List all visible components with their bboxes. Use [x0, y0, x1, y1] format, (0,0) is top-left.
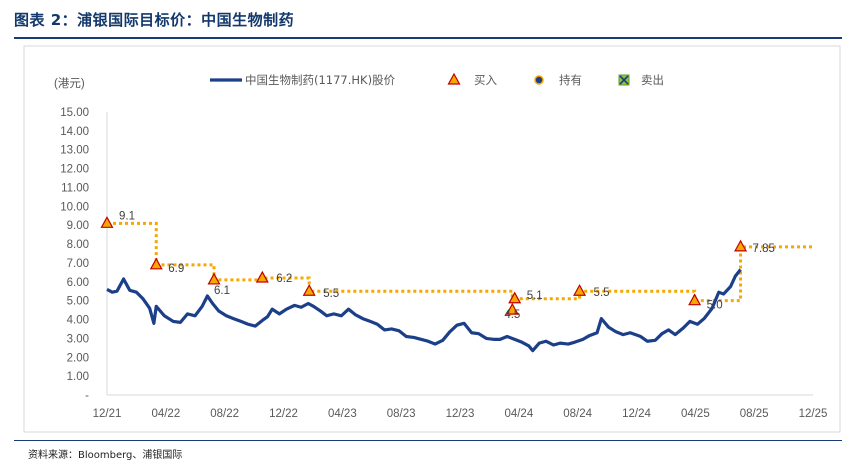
legend-buy-swatch [447, 72, 461, 85]
target-price-label: 6.1 [214, 285, 230, 297]
target-price-label: 7.85 [753, 243, 775, 255]
legend-hold-swatch [534, 75, 544, 85]
buy-marker [734, 239, 748, 252]
y-tick-label: 2.00 [67, 352, 89, 364]
price-line [106, 268, 742, 353]
x-tick-label: 08/23 [387, 408, 416, 420]
y-axis-unit: (港元) [54, 77, 85, 90]
y-tick-label: 5.00 [67, 296, 89, 308]
legend-buy-label: 买入 [474, 73, 497, 87]
source-divider [14, 440, 842, 441]
target-price-label: 9.1 [119, 210, 135, 222]
target-price-label: 5.5 [323, 288, 339, 300]
y-tick-label: 13.00 [60, 145, 89, 157]
price-target-chart: (港元) 中国生物制药(1177.HK)股价 买入 持有 卖出 - 1.00 2.00 3.… [23, 45, 841, 433]
buy-marker [688, 293, 702, 306]
x-tick-label: 12/21 [93, 408, 122, 420]
legend: 中国生物制药(1177.HK)股价 买入 持有 卖出 [210, 72, 664, 87]
target-price-label: 5.0 [707, 300, 723, 312]
x-tick-label: 04/22 [151, 408, 180, 420]
x-tick-label: 04/24 [504, 408, 533, 420]
legend-sell-label: 卖出 [641, 73, 664, 87]
x-tick-label: 08/24 [563, 408, 592, 420]
y-tick-label: 10.00 [60, 201, 89, 213]
buy-marker [149, 257, 163, 270]
target-price-label: 6.9 [168, 263, 184, 275]
chart-frame [23, 45, 841, 433]
x-tick-label: 08/25 [740, 408, 769, 420]
x-tick-label: 04/23 [328, 408, 357, 420]
legend-price-label: 中国生物制药(1177.HK)股价 [245, 73, 396, 87]
target-price-label: 5.1 [527, 290, 543, 302]
x-tick-label: 12/24 [622, 408, 651, 420]
y-tick-label: 1.00 [67, 371, 89, 383]
title-divider [14, 37, 842, 39]
buy-marker [573, 283, 587, 296]
x-tick-label: 12/23 [446, 408, 475, 420]
y-tick-label: 11.00 [61, 182, 89, 194]
y-tick-label: 12.00 [60, 164, 89, 176]
buy-marker [508, 291, 522, 304]
figure-title: 图表 2：浦银国际目标价：中国生物制药 [14, 11, 295, 29]
y-tick-label: 8.00 [67, 239, 89, 251]
x-tick-label: 08/22 [210, 408, 239, 420]
legend-sell-x-icon [619, 75, 629, 85]
x-tick-label: 04/25 [681, 408, 710, 420]
y-tick-label: 7.00 [67, 258, 89, 270]
buy-marker [302, 283, 316, 296]
x-axis-ticks: 12/21 04/22 08/22 12/22 04/23 08/23 12/23 04/24… [93, 408, 828, 420]
source-note: 资料来源：Bloomberg、浦银国际 [28, 450, 183, 461]
y-tick-label: 15.00 [60, 107, 89, 119]
buy-marker [255, 270, 269, 283]
y-tick-label: 3.00 [67, 333, 89, 345]
y-tick-label: 9.00 [67, 220, 89, 232]
x-tick-label: 12/22 [269, 408, 298, 420]
legend-hold-label: 持有 [559, 73, 582, 87]
buy-marker [100, 216, 114, 228]
target-price-label: 5.5 [594, 287, 610, 299]
buy-marker [505, 302, 519, 315]
y-tick-label: - [85, 390, 89, 402]
target-price-line [107, 221, 813, 303]
target-price-label: 4.5 [504, 309, 520, 321]
y-tick-label: 4.00 [67, 315, 89, 327]
y-axis-ticks: - 1.00 2.00 3.00 4.00 5.00 6.00 7.00 8.00 9.00 10.… [60, 107, 89, 402]
y-tick-label: 14.00 [60, 126, 89, 138]
buy-marker [207, 272, 221, 285]
y-tick-label: 6.00 [67, 277, 89, 289]
rating-markers: 9.1 6.9 6.1 6.2 5.5 4.5 5.1 5.5 5.0 7.85 [100, 210, 775, 321]
target-price-label: 6.2 [276, 273, 292, 285]
x-tick-label: 12/25 [799, 408, 828, 420]
